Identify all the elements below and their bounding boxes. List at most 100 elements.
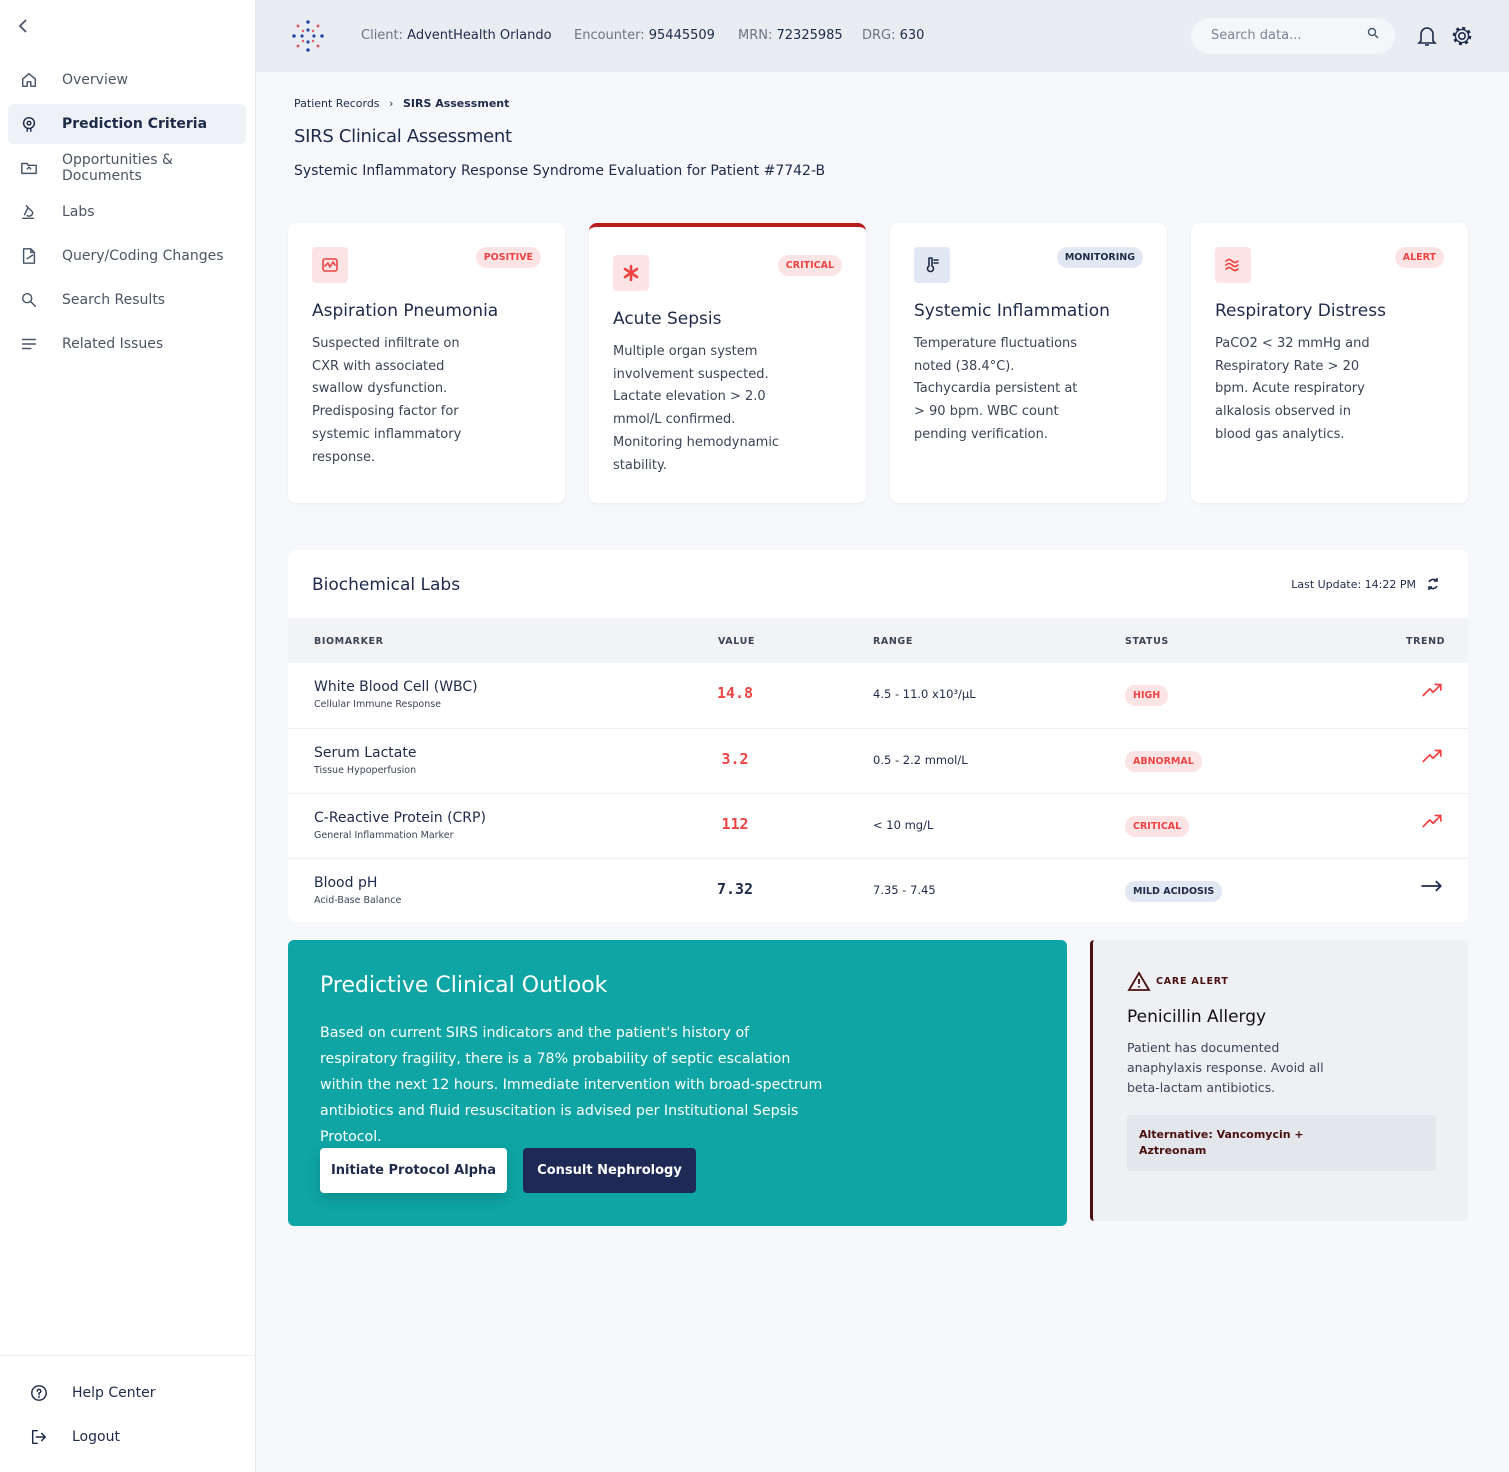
table-header	[288, 618, 1468, 663]
sidebar: Overview Prediction Criteria Opportunities…	[0, 0, 256, 1472]
biomarker-name: C-Reactive Protein (CRP)	[314, 810, 486, 826]
column-header: BIOMARKER	[314, 636, 384, 647]
field-value: 95445509	[648, 28, 715, 43]
footer-label: Help Center	[72, 1385, 156, 1401]
field-value: AdventHealth Orlando	[407, 28, 552, 43]
up-icon	[1421, 679, 1443, 701]
labs-title: Biochemical Labs	[312, 575, 461, 595]
outlook-title: Predictive Clinical Outlook	[320, 973, 608, 998]
status-badge: POSITIVE	[475, 247, 541, 268]
header-field: DRG: 630	[862, 28, 924, 43]
up-icon	[1421, 745, 1443, 767]
trend	[1421, 875, 1443, 901]
flask-icon	[20, 203, 50, 221]
field-value: 630	[899, 28, 925, 43]
footer-item[interactable]: Logout	[18, 1417, 256, 1457]
card-icon	[312, 247, 348, 283]
status-pill: CRITICAL	[1125, 816, 1190, 837]
nav-item[interactable]: Query/Coding Changes	[8, 236, 246, 276]
notifications-button[interactable]	[1417, 25, 1437, 47]
status-pill: MILD ACIDOSIS	[1125, 881, 1223, 902]
biomarker-name: Serum Lactate	[314, 745, 417, 761]
breadcrumb: Patient Records › SIRS Assessment	[294, 97, 509, 110]
lab-value: 7.32	[716, 880, 754, 898]
labs-panel: Biochemical Labs Last Update: 14:22 PM W…	[288, 550, 1468, 922]
logout-icon	[30, 1428, 60, 1446]
outlook-text: Based on current SIRS indicators and the…	[320, 1025, 823, 1145]
criteria-card: CRITICAL Acute Sepsis Multiple organ syste…	[589, 223, 866, 503]
header-field: Encounter: 95445509	[574, 28, 715, 43]
refresh-button[interactable]	[1426, 577, 1440, 591]
target-icon	[20, 115, 50, 133]
list-icon	[20, 335, 50, 353]
nav-label: Query/Coding Changes	[62, 248, 224, 264]
nav-label: Search Results	[62, 292, 166, 308]
footer-item[interactable]: Help Center	[18, 1373, 256, 1413]
thermo-icon	[922, 255, 942, 275]
card-text: Temperature fluctuations noted (38.4°C).…	[914, 336, 1078, 442]
search-icon	[1367, 27, 1379, 39]
status-badge: CRITICAL	[777, 255, 842, 276]
card-title: Respiratory Distress	[1215, 301, 1386, 321]
field-value: 72325985	[776, 28, 843, 43]
search-input[interactable]: Search data...	[1191, 18, 1395, 54]
criteria-card: ALERT Respiratory Distress PaCO2 < 32 mmHg…	[1191, 223, 1468, 503]
nav-item[interactable]: Search Results	[8, 280, 246, 320]
secondary-button[interactable]: Consult Nephrology	[523, 1148, 696, 1193]
logo	[292, 20, 324, 52]
care-alert: CARE ALERT Penicillin Allergy Patient ha…	[1090, 940, 1468, 1221]
nav-item[interactable]: Labs	[8, 192, 246, 232]
flat-icon	[1421, 875, 1443, 897]
lungs-icon	[320, 255, 340, 275]
column-header: STATUS	[1125, 636, 1169, 647]
criteria-card: MONITORING Systemic Inflammation Temperatu…	[890, 223, 1167, 503]
doc-icon	[20, 247, 50, 265]
card-text: Multiple organ system involvement suspec…	[613, 344, 780, 473]
trend	[1421, 810, 1443, 836]
sidebar-footer: Help Center Logout	[0, 1355, 255, 1445]
alert-label: CARE ALERT	[1156, 976, 1229, 987]
card-text: Suspected infiltrate on CXR with associa…	[312, 336, 462, 465]
top-bar: Client: AdventHealth Orlando Encounter: 9…	[256, 0, 1509, 72]
lab-value: 14.8	[716, 684, 754, 702]
biomarker-name: Blood pH	[314, 875, 378, 891]
search-icon	[20, 291, 50, 309]
status-badge: MONITORING	[1056, 247, 1143, 268]
card-icon	[914, 247, 950, 283]
nav-item[interactable]: Overview	[8, 60, 246, 100]
header-field: MRN: 72325985	[738, 28, 843, 43]
nav-item[interactable]: Related Issues	[8, 324, 246, 364]
nav-item[interactable]: Opportunities & Documents	[8, 148, 246, 188]
card-title: Acute Sepsis	[613, 309, 722, 329]
alternative-note: Alternative: Vancomycin + Aztreonam	[1127, 1115, 1436, 1171]
trend	[1421, 745, 1443, 771]
nav-label: Related Issues	[62, 336, 164, 352]
breadcrumb-item[interactable]: Patient Records	[294, 97, 380, 110]
biomarker-sub: Cellular Immune Response	[314, 699, 442, 710]
column-header: TREND	[1406, 636, 1446, 647]
lab-range: 7.35 - 7.45	[873, 883, 936, 897]
card-text: PaCO2 < 32 mmHg and Respiratory Rate > 2…	[1215, 336, 1370, 442]
settings-button[interactable]	[1451, 25, 1473, 47]
alert-text: Patient has documented anaphylaxis respo…	[1127, 1040, 1324, 1095]
outlook-panel: Predictive Clinical Outlook Based on cur…	[288, 940, 1067, 1226]
biomarker-sub: Acid-Base Balance	[314, 895, 402, 906]
nav-label: Prediction Criteria	[62, 116, 208, 132]
asterisk-icon	[621, 263, 641, 283]
status-badge: ALERT	[1394, 247, 1444, 268]
collapse-button[interactable]	[16, 18, 32, 34]
breadcrumb-current: SIRS Assessment	[402, 97, 510, 110]
lab-row: White Blood Cell (WBC) Cellular Immune Re…	[288, 663, 1468, 728]
search-placeholder: Search data...	[1211, 28, 1302, 43]
biomarker-name: White Blood Cell (WBC)	[314, 679, 478, 695]
folder-icon	[20, 159, 50, 177]
primary-button[interactable]: Initiate Protocol Alpha	[320, 1148, 507, 1193]
waves-icon	[1223, 255, 1243, 275]
nav-item[interactable]: Prediction Criteria	[8, 104, 246, 144]
alert-title: Penicillin Allergy	[1127, 1007, 1267, 1027]
card-icon	[613, 255, 649, 291]
nav-label: Overview	[62, 72, 128, 88]
help-icon	[30, 1384, 60, 1402]
column-header: VALUE	[718, 636, 755, 647]
lab-value: 112	[721, 815, 749, 833]
